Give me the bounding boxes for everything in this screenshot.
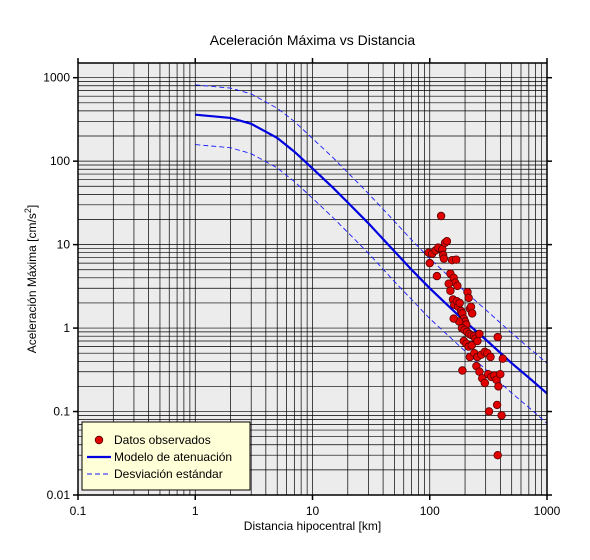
data-point [486, 352, 495, 362]
x-tick-label: 1 [192, 504, 199, 518]
data-point [468, 309, 477, 318]
legend-point-swatch [94, 435, 104, 445]
data-point [425, 258, 434, 268]
y-axis-label-superscript: 2 [23, 208, 33, 213]
legend-label: Desviación estándar [114, 467, 223, 481]
legend-label: Datos observados [114, 433, 211, 447]
data-point [442, 236, 452, 246]
data-point [496, 370, 505, 379]
y-axis-label-end: ] [25, 205, 39, 208]
y-tick-label: 1 [63, 321, 70, 335]
data-point [480, 378, 489, 388]
legend-label: Modelo de atenuación [114, 450, 232, 464]
data-point [446, 286, 455, 295]
series-layer [195, 84, 547, 460]
data-point [455, 298, 464, 308]
chart-title: Aceleración Máxima vs Distancia [210, 32, 416, 48]
data-point [498, 354, 507, 363]
data-point [475, 329, 484, 339]
y-axis-label-main: Aceleración Máxima [cm/s [25, 213, 39, 353]
data-point [452, 255, 461, 264]
x-tick-label: 100 [420, 504, 440, 518]
y-tick-label: 0.1 [53, 405, 70, 419]
tick-marks [73, 58, 552, 500]
x-axis-label: Distancia hipocentral [km] [244, 519, 381, 533]
data-point [464, 293, 473, 303]
data-point [494, 382, 503, 391]
data-point [497, 411, 506, 420]
data-point [473, 336, 482, 346]
x-tick-label: 10 [306, 504, 320, 518]
gridlines [77, 63, 547, 496]
x-tick-label: 1000 [534, 504, 561, 518]
y-axis-label: Aceleración Máxima [cm/s2] [23, 205, 39, 353]
x-tick-label: 0.1 [70, 504, 87, 518]
data-point [436, 211, 446, 221]
y-tick-label: 100 [50, 154, 70, 168]
data-point [449, 314, 458, 323]
data-point [493, 332, 502, 342]
std-deviation-upper-line [195, 84, 547, 364]
std-deviation-lower-line [195, 144, 547, 424]
y-tick-label: 10 [57, 238, 71, 252]
data-point [484, 407, 494, 416]
y-tick-label: 0.01 [47, 488, 71, 502]
data-point [432, 271, 442, 281]
data-point [458, 366, 467, 375]
data-point [492, 400, 502, 410]
attenuation-model-line [195, 113, 547, 395]
data-point [439, 254, 449, 263]
data-point [444, 279, 453, 288]
data-point [453, 281, 462, 291]
y-tick-label: 1000 [43, 71, 70, 85]
data-point [493, 451, 502, 460]
data-point [467, 341, 476, 350]
